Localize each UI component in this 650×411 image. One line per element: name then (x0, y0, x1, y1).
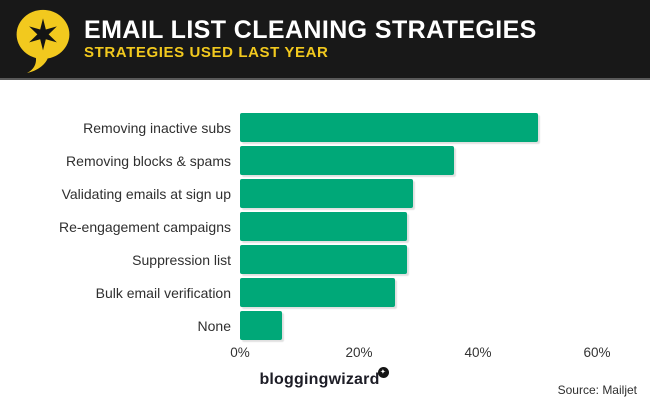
bar-chart: Removing inactive subs Removing blocks & … (0, 80, 650, 363)
table-row: Bulk email verification (0, 276, 650, 309)
footer-brand-text: bloggingwizard (259, 371, 380, 388)
bar-track (240, 309, 597, 342)
footer-brand: bloggingwizard✦ (0, 367, 650, 389)
bar-track (240, 243, 597, 276)
x-axis: 0% 20% 40% 60% (230, 345, 610, 363)
infographic-page: EMAIL LIST CLEANING STRATEGIES STRATEGIE… (0, 0, 650, 397)
category-label: Re-engagement campaigns (59, 218, 231, 235)
category-label: Validating emails at sign up (61, 185, 231, 202)
bar-track (240, 111, 597, 144)
table-row: Validating emails at sign up (0, 177, 650, 210)
bar (240, 179, 413, 208)
table-row: Removing blocks & spams (0, 144, 650, 177)
bar-track (240, 177, 597, 210)
x-axis-tick-label: 40% (464, 345, 492, 360)
table-row: None (0, 309, 650, 342)
x-axis-tick-label: 0% (230, 345, 250, 360)
category-label: Bulk email verification (95, 284, 231, 301)
bar-track (240, 276, 597, 309)
category-label: Suppression list (132, 251, 231, 268)
x-axis-tick-label: 60% (583, 345, 611, 360)
bar-track (240, 210, 597, 243)
brand-logo-icon (12, 8, 74, 74)
page-subtitle: STRATEGIES USED LAST YEAR (84, 43, 329, 61)
bar-rows: Removing inactive subs Removing blocks & … (0, 111, 650, 342)
header: EMAIL LIST CLEANING STRATEGIES STRATEGIE… (0, 0, 650, 80)
category-label: Removing inactive subs (83, 119, 231, 136)
star-badge-icon: ✦ (377, 367, 389, 378)
bar-track (240, 144, 597, 177)
bar (240, 311, 282, 340)
page-title: EMAIL LIST CLEANING STRATEGIES (84, 15, 537, 44)
header-text-block: EMAIL LIST CLEANING STRATEGIES STRATEGIE… (84, 15, 537, 62)
source-label: Source: Mailjet (557, 383, 637, 397)
table-row: Removing inactive subs (0, 111, 650, 144)
footer: bloggingwizard✦ Source: Mailjet (0, 367, 650, 411)
bar (240, 245, 407, 274)
category-label: None (197, 317, 231, 334)
bar (240, 146, 455, 175)
bar (240, 278, 395, 307)
x-axis-tick-label: 20% (345, 345, 373, 360)
category-label: Removing blocks & spams (66, 152, 231, 169)
table-row: Suppression list (0, 243, 650, 276)
bar (240, 113, 538, 142)
table-row: Re-engagement campaigns (0, 210, 650, 243)
bar (240, 212, 407, 241)
